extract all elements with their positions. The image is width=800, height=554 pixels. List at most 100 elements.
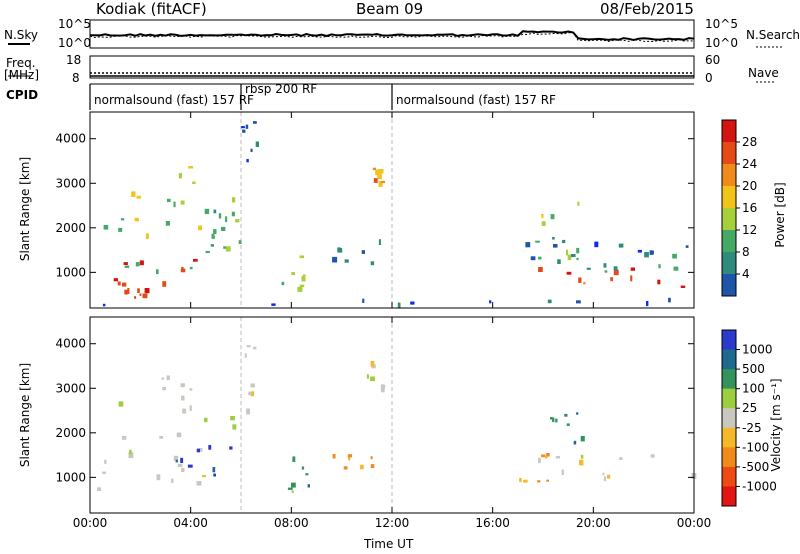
data-cell	[225, 216, 228, 223]
y-tick-label: 3000	[55, 381, 86, 395]
data-cell	[246, 408, 250, 415]
data-cell	[538, 457, 541, 464]
data-cell	[137, 288, 140, 293]
data-cell	[136, 195, 141, 199]
data-cell	[573, 440, 577, 445]
data-cell	[291, 272, 296, 275]
freq-left-bottom: 8	[72, 71, 80, 85]
velocity-colorbar: 1000 500 100 25 -25 -100 -500 -1000	[721, 329, 777, 507]
colorbar-swatch	[722, 142, 736, 165]
nsky-label: N.Sky	[4, 28, 39, 42]
data-cell	[196, 448, 200, 453]
axes-ticks: 1000 2000 3000 4000 1000 2000 3000 4000 00:00 04:…	[55, 112, 711, 530]
cpid-segment-label: normalsound (fast) 157 RF	[396, 93, 556, 107]
data-cell	[668, 297, 671, 303]
data-cell	[535, 240, 540, 243]
station-title: Kodiak (fitACF)	[96, 0, 207, 18]
colorbar-swatch	[722, 120, 736, 143]
data-cell	[370, 464, 375, 468]
data-cell	[307, 484, 310, 488]
data-cell	[231, 197, 236, 203]
x-tick-label: 20:00	[576, 516, 611, 530]
data-cell	[410, 301, 415, 305]
data-cell	[161, 377, 165, 380]
data-cell	[118, 401, 124, 407]
data-cell	[552, 236, 555, 240]
data-cell	[292, 456, 296, 462]
data-cell	[134, 217, 139, 222]
data-cell	[213, 229, 217, 235]
colorbar-tick-label: 4	[742, 267, 750, 281]
data-cell	[375, 169, 380, 176]
data-cell	[271, 303, 276, 306]
data-cell	[564, 413, 568, 417]
data-cell	[117, 281, 121, 286]
data-cell	[127, 288, 130, 294]
data-cell	[646, 301, 649, 307]
data-cell	[630, 267, 635, 271]
data-cell	[649, 250, 653, 255]
colorbar-swatch	[722, 186, 736, 209]
data-cell	[366, 374, 369, 379]
data-cell	[370, 456, 373, 460]
data-cell	[287, 487, 293, 490]
x-tick-label: 00:00	[677, 516, 712, 530]
freq-right-bottom: 0	[705, 71, 713, 85]
power-cb-label: Power [dB]	[773, 182, 787, 248]
data-cell	[580, 436, 585, 442]
data-cell	[162, 387, 166, 391]
data-cell	[603, 263, 607, 268]
noise-right-bottom: 10^0	[705, 36, 738, 50]
data-cell	[129, 449, 132, 455]
cpid-segment-label: normalsound (fast) 157 RF	[94, 93, 254, 107]
data-cell	[578, 277, 582, 283]
data-cell	[180, 200, 185, 205]
data-cell	[530, 256, 536, 261]
data-cell	[212, 467, 216, 473]
data-cell	[576, 412, 579, 415]
data-cell	[630, 275, 633, 282]
data-cell	[175, 459, 178, 463]
data-cell	[204, 208, 210, 215]
data-cell	[370, 361, 375, 367]
data-cell	[211, 233, 215, 238]
data-cell	[178, 173, 182, 179]
data-cell	[377, 173, 382, 180]
data-cell	[180, 383, 185, 388]
data-cell	[165, 221, 170, 226]
data-cell	[378, 239, 381, 245]
data-cell	[544, 456, 548, 459]
data-cell	[120, 218, 125, 221]
y-tick-label: 2000	[55, 426, 86, 440]
data-cell	[103, 225, 109, 230]
colorbar-swatch	[722, 274, 736, 297]
data-cell	[198, 225, 202, 231]
data-cell	[658, 264, 661, 269]
noise-right-top: 10^5	[705, 17, 738, 31]
data-cell	[583, 281, 586, 285]
velocity-plot-area	[97, 317, 697, 513]
data-cell	[651, 250, 654, 255]
x-tick-label: 16:00	[475, 516, 510, 530]
colorbar-tick-label: 25	[742, 401, 757, 415]
data-cell	[380, 384, 385, 390]
y-tick-label: 3000	[55, 176, 86, 190]
freq-unit-label: [MHz]	[4, 68, 40, 82]
time-xlabel: Time UT	[364, 537, 414, 551]
data-cell	[122, 282, 127, 287]
data-cell	[610, 277, 613, 282]
colorbar-tick-label: 1000	[742, 343, 773, 357]
data-cell	[301, 276, 306, 282]
freq-left-top: 18	[66, 53, 82, 67]
data-cell	[198, 448, 203, 452]
data-cell	[238, 240, 242, 244]
data-cell	[135, 262, 140, 267]
data-cell	[235, 219, 240, 223]
data-cell	[613, 266, 618, 271]
data-cell	[241, 126, 245, 129]
data-cell	[204, 417, 208, 423]
data-cell	[372, 167, 377, 171]
data-cell	[291, 482, 296, 488]
nave-label: Nave	[748, 66, 779, 80]
data-cell	[139, 293, 142, 296]
